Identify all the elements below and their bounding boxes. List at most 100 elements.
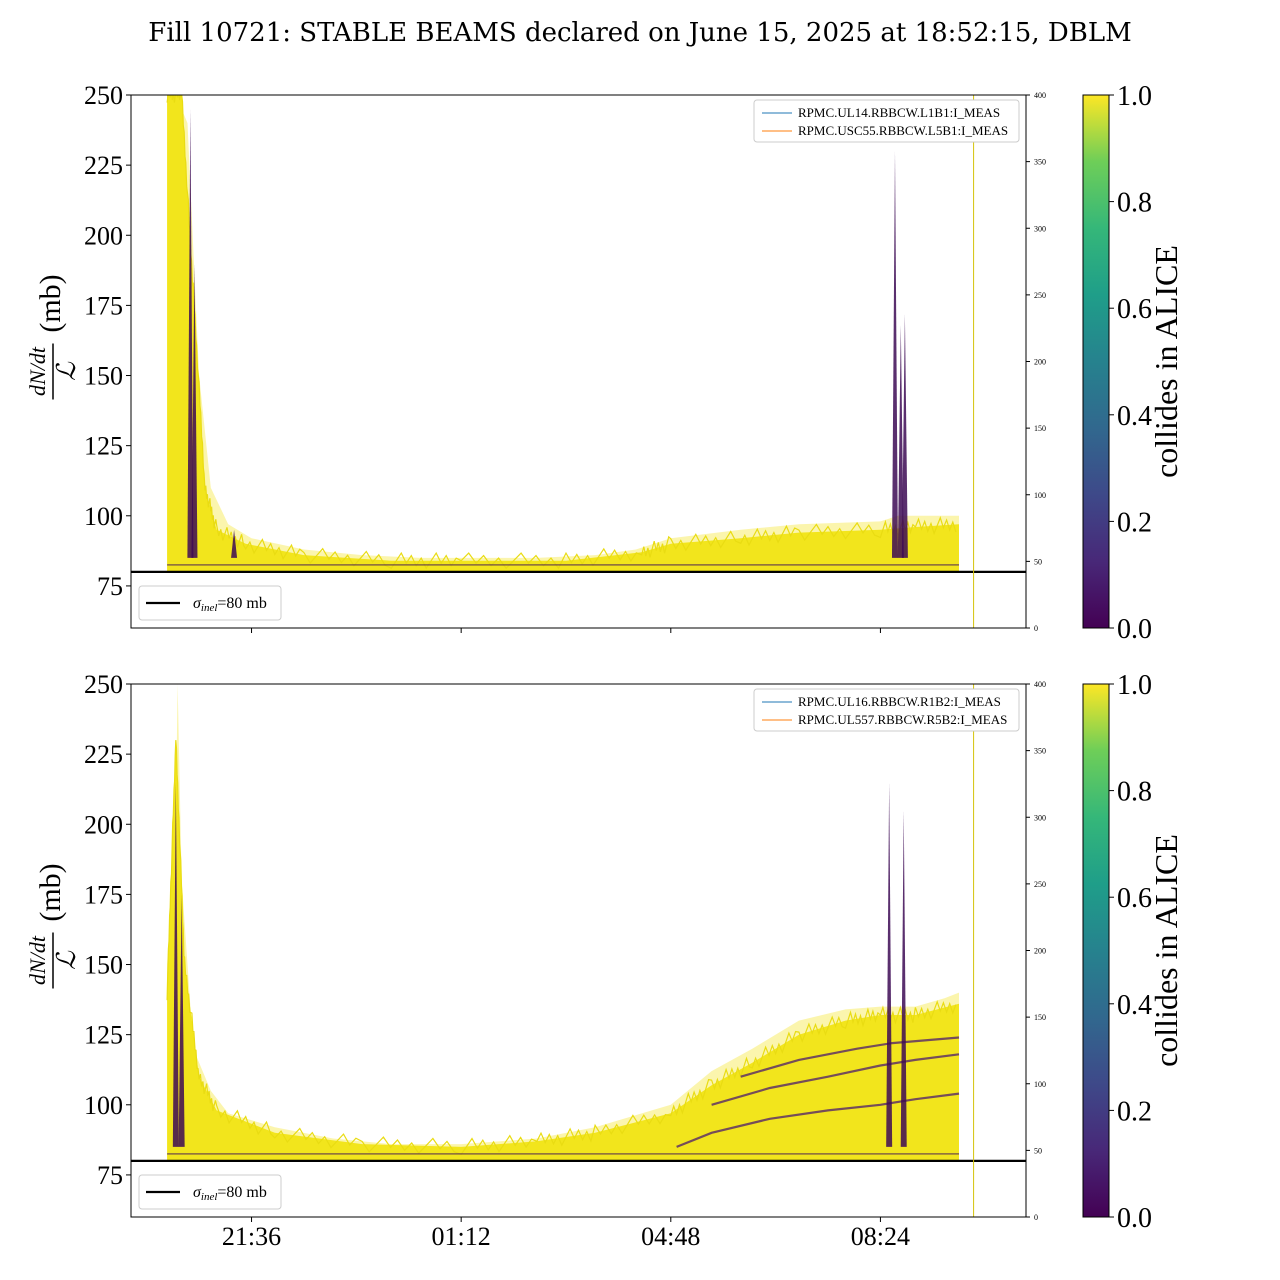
colorbar: 0.0 0.2 0.4 0.6 0.8 1.0 collides in ALICE — [1082, 670, 1184, 1234]
legend-ref-box — [138, 1174, 282, 1210]
ylabel-denominator: ℒ — [52, 361, 81, 381]
colorbar-gradient — [1082, 94, 1110, 629]
legend-entry: RPMC.UL16.RBBCW.R1B2:I_MEAS — [798, 694, 1001, 709]
y-tick-label: 150 — [84, 362, 123, 391]
series-spike-4 — [191, 263, 198, 558]
colorbar-tick-label: 0.4 — [1117, 990, 1152, 1021]
legend-entry: RPMC.UL14.RBBCW.L1B1:I_MEAS — [798, 105, 1000, 120]
x-tick-label: 08:24 — [851, 1222, 910, 1251]
legend-box — [753, 688, 1020, 732]
series-spike-1 — [178, 894, 185, 1147]
ylabel-denominator: ℒ — [52, 950, 81, 970]
y-tick-label: 125 — [84, 432, 123, 461]
y2-tick-label: 50 — [1034, 557, 1042, 566]
colorbar-tick-label: 0.0 — [1117, 614, 1152, 645]
series-noise — [166, 95, 957, 570]
series-purple-band-0 — [676, 1092, 960, 1148]
y2-tick-label: 100 — [1034, 491, 1046, 500]
y2-tick-label: 300 — [1034, 813, 1046, 822]
y2-tick-label: 200 — [1034, 947, 1046, 956]
y-tick-label: 250 — [84, 670, 123, 699]
y-tick-label: 200 — [84, 221, 123, 250]
y-tick-label: 150 — [84, 951, 123, 980]
series-spike-2 — [886, 782, 893, 1147]
series-spike-0 — [891, 151, 898, 558]
colorbar-tick-label: 0.4 — [1117, 401, 1152, 432]
series-spike-2 — [901, 313, 908, 558]
panel-bottom: 75 100 125 150 175 200 225 250 0 50 100 150 200 250 30… — [25, 670, 1184, 1251]
y-tick-label: 225 — [84, 740, 123, 769]
colorbar-tick-label: 0.8 — [1117, 188, 1152, 219]
y-tick-label: 75 — [97, 1161, 123, 1190]
y-tick-label: 75 — [97, 572, 123, 601]
y-tick-label: 175 — [84, 880, 123, 909]
legend-entry: RPMC.USC55.RBBCW.L5B1:I_MEAS — [798, 123, 1008, 138]
colorbar-gradient — [1082, 683, 1110, 1218]
y2-tick-label: 100 — [1034, 1080, 1046, 1089]
series-spike-5 — [231, 529, 238, 558]
colorbar-tick-label: 1.0 — [1117, 670, 1152, 701]
series-spike-1 — [897, 325, 904, 558]
colorbar-tick-label: 0.0 — [1117, 1203, 1152, 1234]
y-tick-label: 125 — [84, 1021, 123, 1050]
colorbar-label: collides in ALICE — [1148, 245, 1184, 478]
series-purple-band-1 — [711, 1053, 960, 1106]
plot-area — [166, 95, 960, 572]
series-spike-3 — [187, 109, 194, 558]
series-core-band — [167, 740, 960, 1161]
y-tick-label: 200 — [84, 810, 123, 839]
y2-tick-label: 0 — [1034, 1213, 1038, 1222]
ylabel-numerator: dN/dt — [25, 935, 50, 985]
colorbar-tick-label: 0.6 — [1117, 294, 1152, 325]
legend-top-right: RPMC.UL14.RBBCW.L1B1:I_MEAS RPMC.USC55.RB… — [753, 99, 1020, 143]
colorbar-tick-label: 1.0 — [1117, 81, 1152, 112]
y-tick-label: 175 — [84, 291, 123, 320]
y2-tick-label: 150 — [1034, 1013, 1046, 1022]
x-tick-label: 21:36 — [222, 1222, 281, 1251]
colorbar-tick-label: 0.2 — [1117, 1096, 1152, 1127]
legend-ref-label: σinel=80 mb — [193, 1184, 267, 1203]
y-tick-label: 225 — [84, 151, 123, 180]
colorbar: 0.0 0.2 0.4 0.6 0.8 1.0 collides in ALICE — [1082, 81, 1184, 645]
series-core-band — [167, 95, 960, 572]
series-spike-3 — [900, 810, 907, 1147]
colorbar-tick-label: 0.6 — [1117, 883, 1152, 914]
chart-title: Fill 10721: STABLE BEAMS declared on Jun… — [148, 18, 1132, 48]
x-tick-label: 01:12 — [432, 1222, 491, 1251]
ylabel-unit: (mb) — [34, 274, 67, 332]
series-noise — [166, 740, 957, 1156]
y2-tick-label: 400 — [1034, 680, 1046, 689]
y2-tick-label: 0 — [1034, 624, 1038, 633]
legend-ref-label: σinel=80 mb — [193, 595, 267, 614]
legend-reference: σinel=80 mb — [138, 1174, 282, 1210]
legend-ref-box — [138, 585, 282, 621]
legend-box — [753, 99, 1020, 143]
x-tick-label: 04:48 — [641, 1222, 700, 1251]
series-envelope — [167, 95, 960, 572]
y2-tick-label: 400 — [1034, 91, 1046, 100]
y-tick-label: 100 — [84, 502, 123, 531]
colorbar-tick-label: 0.2 — [1117, 507, 1152, 538]
y2-tick-label: 250 — [1034, 291, 1046, 300]
legend-top-right: RPMC.UL16.RBBCW.R1B2:I_MEAS RPMC.UL557.RB… — [753, 688, 1020, 732]
series-purple-band-2 — [740, 1036, 960, 1078]
y-tick-label: 100 — [84, 1091, 123, 1120]
y-tick-label: 250 — [84, 81, 123, 110]
colorbar-label: collides in ALICE — [1148, 834, 1184, 1067]
y2-tick-label: 250 — [1034, 880, 1046, 889]
series-spike-0 — [172, 782, 179, 1147]
y-axis-label: dN/dt ℒ (mb) — [25, 274, 81, 400]
legend-entry: RPMC.UL557.RBBCW.R5B2:I_MEAS — [798, 712, 1007, 727]
y2-tick-label: 350 — [1034, 747, 1046, 756]
plot-area — [166, 684, 960, 1161]
y2-tick-label: 350 — [1034, 158, 1046, 167]
y2-tick-label: 300 — [1034, 224, 1046, 233]
legend-reference: σinel=80 mb — [138, 585, 282, 621]
ylabel-numerator: dN/dt — [25, 346, 50, 396]
y2-tick-label: 50 — [1034, 1146, 1042, 1155]
y2-tick-label: 150 — [1034, 424, 1046, 433]
ylabel-unit: (mb) — [34, 863, 67, 921]
colorbar-tick-label: 0.8 — [1117, 777, 1152, 808]
panel-top: 75 100 125 150 175 200 225 250 0 50 100 150 200 250 30… — [25, 81, 1184, 645]
